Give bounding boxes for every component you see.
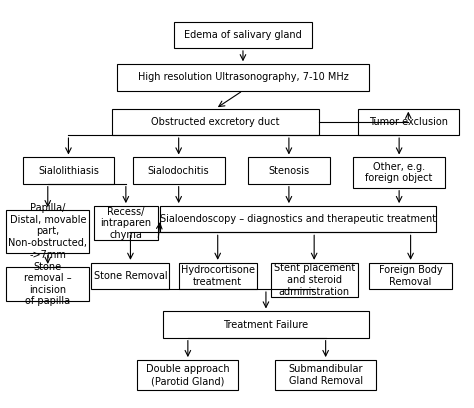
FancyBboxPatch shape: [369, 263, 452, 289]
Text: Foreign Body
Removal: Foreign Body Removal: [379, 265, 442, 287]
FancyBboxPatch shape: [247, 157, 330, 184]
Text: Double approach
(Parotid Gland): Double approach (Parotid Gland): [146, 364, 230, 386]
FancyBboxPatch shape: [133, 157, 225, 184]
FancyBboxPatch shape: [174, 22, 312, 48]
FancyBboxPatch shape: [160, 206, 436, 233]
FancyBboxPatch shape: [179, 263, 257, 289]
Text: Obstructed excretory duct: Obstructed excretory duct: [151, 117, 280, 127]
FancyBboxPatch shape: [7, 267, 89, 301]
Text: Recess/
intraparen
chyma: Recess/ intraparen chyma: [100, 206, 151, 240]
Text: Stenosis: Stenosis: [268, 166, 310, 175]
Text: Stone
removal –
incision
of papilla: Stone removal – incision of papilla: [24, 262, 72, 306]
FancyBboxPatch shape: [94, 206, 158, 240]
FancyBboxPatch shape: [163, 311, 369, 338]
Text: Tumor exclusion: Tumor exclusion: [369, 117, 448, 127]
FancyBboxPatch shape: [275, 360, 376, 390]
FancyBboxPatch shape: [137, 360, 238, 390]
Text: Papilla/
Distal, movable
part,
Non-obstructed,
->7mm: Papilla/ Distal, movable part, Non-obstr…: [8, 203, 87, 259]
Text: High resolution Ultrasonography, 7-10 MHz: High resolution Ultrasonography, 7-10 MH…: [137, 72, 348, 82]
FancyBboxPatch shape: [23, 157, 114, 184]
FancyBboxPatch shape: [91, 263, 170, 289]
FancyBboxPatch shape: [112, 109, 319, 135]
Text: Other, e.g.
foreign object: Other, e.g. foreign object: [365, 162, 433, 183]
FancyBboxPatch shape: [7, 210, 89, 253]
FancyBboxPatch shape: [117, 64, 369, 91]
Text: Sialoendoscopy – diagnostics and therapeutic treatment: Sialoendoscopy – diagnostics and therape…: [160, 214, 436, 224]
Text: Sialodochitis: Sialodochitis: [148, 166, 210, 175]
Text: Stone Removal: Stone Removal: [94, 271, 167, 281]
Text: Stent placement
and steroid
administration: Stent placement and steroid administrati…: [273, 264, 355, 297]
Text: Submandibular
Gland Removal: Submandibular Gland Removal: [288, 364, 363, 386]
Text: Treatment Failure: Treatment Failure: [223, 319, 309, 330]
FancyBboxPatch shape: [271, 263, 358, 297]
FancyBboxPatch shape: [353, 157, 445, 188]
Text: Edema of salivary gland: Edema of salivary gland: [184, 30, 302, 40]
Text: Hydrocortisone
treatment: Hydrocortisone treatment: [181, 265, 255, 287]
Text: Sialolithiasis: Sialolithiasis: [38, 166, 99, 175]
FancyBboxPatch shape: [358, 109, 459, 135]
